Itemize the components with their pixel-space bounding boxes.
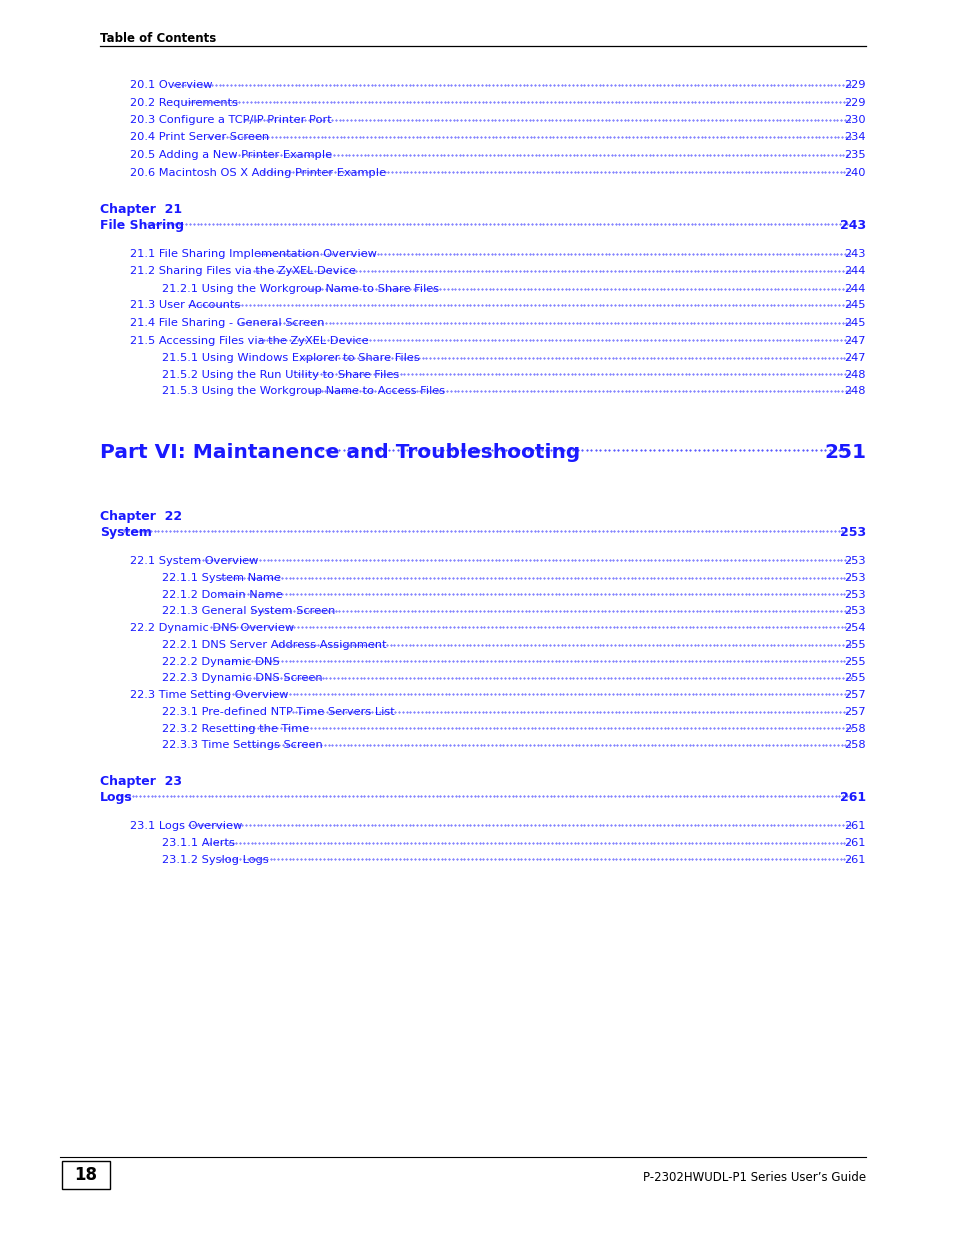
Text: 21.2.1 Using the Workgroup Name to Share Files: 21.2.1 Using the Workgroup Name to Share…: [162, 284, 438, 294]
Text: 229: 229: [843, 98, 865, 107]
Text: 22.3.1 Pre-defined NTP Time Servers List: 22.3.1 Pre-defined NTP Time Servers List: [162, 708, 395, 718]
Text: 18: 18: [74, 1166, 97, 1184]
Text: 20.3 Configure a TCP/IP Printer Port: 20.3 Configure a TCP/IP Printer Port: [130, 115, 332, 125]
Text: 243: 243: [843, 249, 865, 259]
Text: 21.5.3 Using the Workgroup Name to Access Files: 21.5.3 Using the Workgroup Name to Acces…: [162, 387, 445, 396]
Text: 258: 258: [843, 724, 865, 734]
Text: 261: 261: [843, 839, 865, 848]
Text: 257: 257: [843, 689, 865, 700]
Text: 245: 245: [843, 300, 865, 310]
Text: 23.1.1 Alerts: 23.1.1 Alerts: [162, 839, 234, 848]
Text: 22.2.2 Dynamic DNS: 22.2.2 Dynamic DNS: [162, 657, 279, 667]
Text: 255: 255: [843, 657, 865, 667]
Text: Chapter  21: Chapter 21: [100, 203, 182, 216]
Text: System: System: [100, 526, 152, 538]
Text: 261: 261: [843, 855, 865, 864]
Text: 21.5 Accessing Files via the ZyXEL Device: 21.5 Accessing Files via the ZyXEL Devic…: [130, 336, 369, 346]
Text: 21.5.2 Using the Run Utility to Share Files: 21.5.2 Using the Run Utility to Share Fi…: [162, 369, 399, 379]
Text: 244: 244: [843, 267, 865, 277]
Text: 21.3 User Accounts: 21.3 User Accounts: [130, 300, 240, 310]
Text: 21.5.1 Using Windows Explorer to Share Files: 21.5.1 Using Windows Explorer to Share F…: [162, 353, 419, 363]
Text: 23.1 Logs Overview: 23.1 Logs Overview: [130, 821, 242, 831]
Text: Chapter  23: Chapter 23: [100, 774, 182, 788]
Text: 258: 258: [843, 740, 865, 750]
Text: 248: 248: [843, 369, 865, 379]
Text: 22.1.3 General System Screen: 22.1.3 General System Screen: [162, 606, 335, 616]
Text: 253: 253: [843, 606, 865, 616]
Text: 255: 255: [843, 673, 865, 683]
Text: 22.3 Time Setting Overview: 22.3 Time Setting Overview: [130, 689, 288, 700]
Text: P-2302HWUDL-P1 Series User’s Guide: P-2302HWUDL-P1 Series User’s Guide: [642, 1171, 865, 1184]
Text: 255: 255: [843, 640, 865, 650]
Text: 21.2 Sharing Files via the ZyXEL Device: 21.2 Sharing Files via the ZyXEL Device: [130, 267, 355, 277]
Text: 22.1.1 System Name: 22.1.1 System Name: [162, 573, 281, 583]
Text: 243: 243: [839, 219, 865, 232]
Text: 22.2 Dynamic DNS Overview: 22.2 Dynamic DNS Overview: [130, 622, 294, 632]
Text: 261: 261: [843, 821, 865, 831]
Text: 230: 230: [843, 115, 865, 125]
Text: 20.4 Print Server Screen: 20.4 Print Server Screen: [130, 132, 269, 142]
Text: 251: 251: [823, 442, 865, 462]
Text: File Sharing: File Sharing: [100, 219, 184, 232]
Text: 253: 253: [843, 589, 865, 600]
Text: Table of Contents: Table of Contents: [100, 32, 216, 44]
Text: 22.1.2 Domain Name: 22.1.2 Domain Name: [162, 589, 282, 600]
Text: 22.1 System Overview: 22.1 System Overview: [130, 556, 258, 566]
Text: 20.1 Overview: 20.1 Overview: [130, 80, 213, 90]
Text: 254: 254: [843, 622, 865, 632]
Text: 240: 240: [843, 168, 865, 178]
FancyBboxPatch shape: [62, 1161, 110, 1189]
Text: 20.5 Adding a New Printer Example: 20.5 Adding a New Printer Example: [130, 149, 332, 161]
Text: 245: 245: [843, 317, 865, 329]
Text: 229: 229: [843, 80, 865, 90]
Text: 261: 261: [839, 790, 865, 804]
Text: 244: 244: [843, 284, 865, 294]
Text: 21.4 File Sharing - General Screen: 21.4 File Sharing - General Screen: [130, 317, 324, 329]
Text: 253: 253: [843, 556, 865, 566]
Text: 253: 253: [843, 573, 865, 583]
Text: 253: 253: [839, 526, 865, 538]
Text: 22.3.2 Resetting the Time: 22.3.2 Resetting the Time: [162, 724, 309, 734]
Text: 247: 247: [843, 353, 865, 363]
Text: 235: 235: [843, 149, 865, 161]
Text: 23.1.2 Syslog Logs: 23.1.2 Syslog Logs: [162, 855, 269, 864]
Text: 20.2 Requirements: 20.2 Requirements: [130, 98, 237, 107]
Text: 22.3.3 Time Settings Screen: 22.3.3 Time Settings Screen: [162, 740, 322, 750]
Text: 22.2.1 DNS Server Address Assignment: 22.2.1 DNS Server Address Assignment: [162, 640, 386, 650]
Text: Logs: Logs: [100, 790, 132, 804]
Text: 247: 247: [843, 336, 865, 346]
Text: 234: 234: [843, 132, 865, 142]
Text: Part VI: Maintanence and Troubleshooting: Part VI: Maintanence and Troubleshooting: [100, 442, 579, 462]
Text: Chapter  22: Chapter 22: [100, 510, 182, 522]
Text: 20.6 Macintosh OS X Adding Printer Example: 20.6 Macintosh OS X Adding Printer Examp…: [130, 168, 386, 178]
Text: 248: 248: [843, 387, 865, 396]
Text: 257: 257: [843, 708, 865, 718]
Text: 21.1 File Sharing Implementation Overview: 21.1 File Sharing Implementation Overvie…: [130, 249, 376, 259]
Text: 22.2.3 Dynamic DNS Screen: 22.2.3 Dynamic DNS Screen: [162, 673, 322, 683]
